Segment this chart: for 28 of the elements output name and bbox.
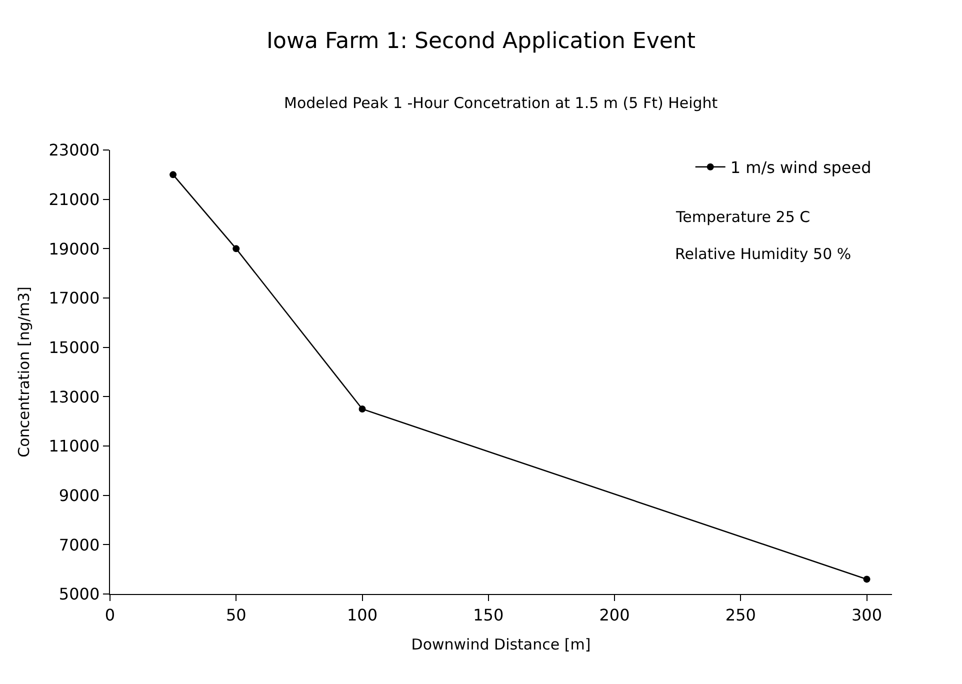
y-tick-label: 23000 <box>48 140 100 160</box>
x-tick-label: 0 <box>104 605 116 624</box>
annotation: Temperature 25 C <box>675 208 810 226</box>
x-tick-label: 300 <box>851 605 882 624</box>
y-tick-label: 19000 <box>48 239 100 258</box>
x-tick-label: 200 <box>599 605 630 624</box>
point <box>358 406 366 412</box>
point <box>170 171 177 178</box>
x-tick-label: 100 <box>346 605 378 624</box>
y-tick-label: 21000 <box>48 190 100 209</box>
chart-subtitle: Modeled Peak 1 -Hour Concetration at 1.5 m (5 Ft) Height <box>284 94 718 112</box>
x-tick-label: 250 <box>725 605 756 624</box>
legend-label: 1 m/s wind speed <box>730 158 872 178</box>
x-tick-label: 50 <box>226 605 246 624</box>
x-axis-title: Downwind Distance [m] <box>411 635 591 654</box>
y-tick-label: 9000 <box>58 486 100 505</box>
chart-title: Iowa Farm 1: Second Application Event <box>266 28 696 54</box>
y-tick-label: 11000 <box>48 436 100 456</box>
y-tick-label: 5000 <box>58 584 100 604</box>
point <box>232 245 240 252</box>
x-tick-label: 150 <box>473 605 504 624</box>
y-axis-title: Concentration [ng/m3] <box>14 286 33 458</box>
y-tick-label: 13000 <box>48 387 100 406</box>
y-tick-label: 15000 <box>48 338 100 357</box>
y-tick-label: 17000 <box>48 288 100 308</box>
annotation: Relative Humidity 50 % <box>675 245 852 263</box>
point <box>863 576 870 583</box>
y-tick-label: 7000 <box>58 535 100 554</box>
